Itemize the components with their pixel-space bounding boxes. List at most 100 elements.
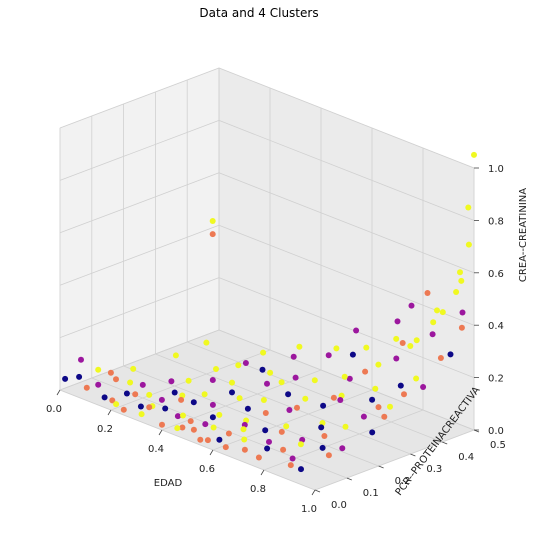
x-tick-mark [260, 469, 265, 476]
data-point-cluster-1 [353, 327, 360, 334]
data-point-cluster-2 [437, 355, 444, 361]
x-tick-label: 0.2 [97, 424, 113, 435]
data-point-cluster-1 [158, 396, 165, 403]
data-point-cluster-2 [120, 406, 127, 413]
data-point-cluster-0 [349, 351, 356, 358]
data-point-cluster-0 [285, 391, 292, 398]
data-point-cluster-0 [259, 366, 266, 373]
data-point-cluster-0 [397, 382, 404, 389]
axis-panes [58, 67, 476, 491]
data-point-cluster-0 [137, 403, 144, 410]
data-point-cluster-1 [429, 331, 436, 338]
grid-lines [59, 67, 475, 491]
data-point-cluster-3 [127, 379, 134, 386]
data-point-cluster-3 [465, 204, 472, 211]
data-point-cluster-3 [172, 352, 179, 359]
x-tick-mark [158, 429, 163, 436]
data-point-cluster-3 [216, 411, 223, 418]
data-point-cluster-1 [95, 381, 102, 388]
grid-z-left [59, 172, 220, 234]
data-point-cluster-3 [296, 343, 303, 350]
data-point-cluster-2 [362, 368, 369, 375]
grid-y-floor [155, 353, 411, 455]
y-tick-label: 0.5 [490, 440, 506, 451]
data-point-cluster-2 [321, 433, 328, 439]
grid-z-left [59, 329, 220, 391]
data-point-cluster-2 [209, 231, 216, 238]
data-point-cluster-2 [159, 421, 165, 428]
data-point-cluster-2 [255, 454, 262, 461]
data-point-cluster-1 [202, 421, 209, 428]
z-tick-label: 0.8 [488, 216, 504, 227]
x-tick-label: 0.6 [199, 464, 215, 475]
data-point-cluster-1 [209, 377, 216, 383]
y-tick-label: 0.3 [426, 464, 442, 475]
data-point-cluster-2 [287, 462, 294, 469]
data-point-cluster-2 [132, 391, 139, 398]
data-point-cluster-3 [283, 423, 290, 430]
grid-z-left [59, 277, 220, 338]
data-point-cluster-2 [458, 324, 465, 331]
y-tick-mark [410, 453, 416, 457]
grid-y-floor [123, 365, 379, 467]
data-point-cluster-2 [197, 436, 204, 443]
x-tick-mark [209, 449, 214, 456]
data-point-cluster-3 [180, 412, 186, 419]
data-point-cluster-0 [447, 351, 454, 358]
data-point-cluster-3 [185, 377, 192, 384]
data-point-cluster-1 [209, 401, 216, 408]
data-point-cluster-3 [297, 441, 304, 448]
grid-z-back [218, 120, 475, 221]
data-point-cluster-3 [341, 373, 348, 380]
data-point-cluster-1 [286, 407, 293, 413]
z-axis-label: CREA--CREATININA [518, 188, 529, 282]
grid-z-left [59, 224, 220, 286]
grid-x-floor [314, 429, 475, 491]
data-point-cluster-3 [278, 379, 285, 386]
data-point-cluster-3 [413, 375, 420, 382]
data-point-cluster-2 [146, 404, 153, 411]
data-point-cluster-0 [123, 390, 130, 397]
data-point-cluster-0 [369, 396, 376, 403]
data-point-cluster-3 [372, 385, 379, 392]
data-point-cluster-3 [471, 151, 477, 158]
data-point-cluster-0 [318, 424, 325, 431]
data-point-cluster-1 [266, 438, 272, 445]
y-tick-mark [346, 477, 352, 481]
data-point-cluster-3 [333, 345, 340, 352]
data-point-cluster-3 [457, 269, 463, 276]
data-point-cluster-1 [408, 302, 415, 309]
data-point-cluster-3 [174, 425, 181, 432]
data-point-cluster-2 [262, 410, 269, 416]
data-point-cluster-3 [434, 307, 440, 314]
data-point-cluster-1 [290, 353, 297, 360]
data-point-cluster-1 [459, 309, 466, 316]
data-point-cluster-3 [203, 339, 210, 346]
data-point-cluster-1 [346, 375, 353, 382]
x-tick-label: 0.8 [250, 484, 266, 495]
data-point-cluster-3 [235, 362, 242, 369]
data-point-cluster-3 [413, 337, 420, 344]
chart-title: Data and 4 Clusters [199, 6, 318, 20]
grid-z-back [218, 329, 475, 431]
data-point-cluster-3 [458, 277, 465, 284]
data-point-cluster-0 [62, 375, 69, 382]
data-point-cluster-3 [201, 391, 208, 398]
data-point-cluster-3 [465, 241, 472, 248]
data-point-cluster-2 [424, 290, 431, 296]
grid-z-left [59, 120, 220, 181]
data-point-cluster-0 [209, 414, 216, 421]
data-point-cluster-0 [264, 445, 271, 452]
data-point-cluster-2 [190, 426, 197, 433]
data-point-cluster-3 [375, 361, 382, 368]
z-tick-label: 1.0 [488, 164, 504, 175]
data-point-cluster-2 [179, 424, 186, 431]
data-point-cluster-3 [407, 343, 414, 349]
data-point-cluster-1 [78, 356, 84, 363]
data-point-cluster-3 [260, 397, 267, 403]
data-point-cluster-2 [375, 404, 382, 411]
data-point-cluster-3 [240, 426, 247, 433]
data-point-cluster-1 [360, 413, 367, 420]
y-tick-label: 0.0 [331, 500, 347, 511]
